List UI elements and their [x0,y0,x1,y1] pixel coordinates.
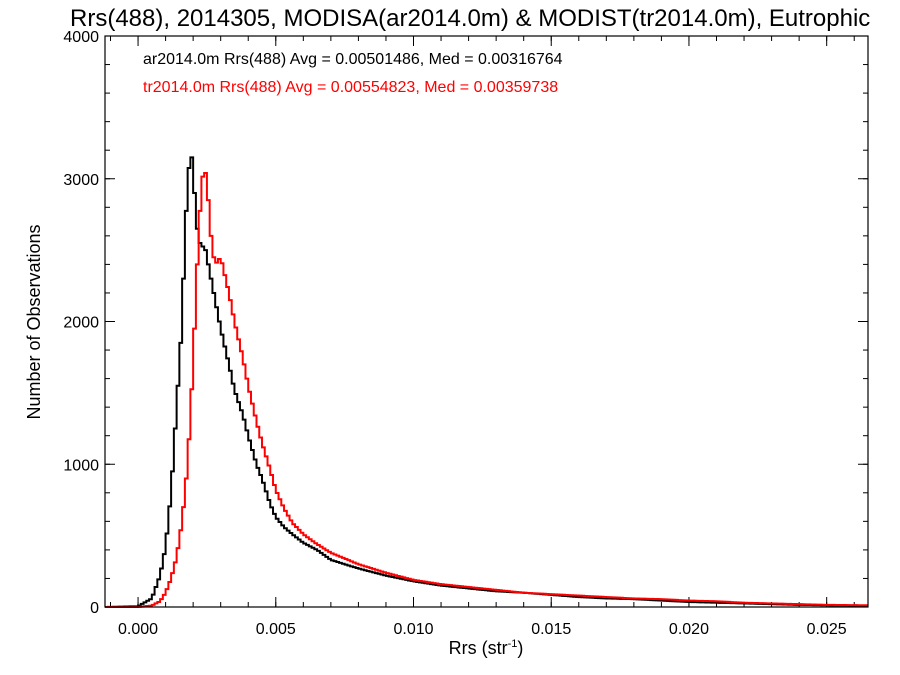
y-tick-label: 3000 [63,172,99,189]
axis-ticks: 0.000 0.005 0.010 0.015 0.020 0.025 0 1000 2000 3… [63,29,868,638]
x-axis-label-close: ) [517,638,523,658]
legend-entry-ar2014: ar2014.0m Rrs(488) Avg = 0.00501486, Med… [143,51,563,68]
x-tick-label: 0.010 [393,621,433,638]
series-group [105,156,868,608]
y-tick-label: 4000 [63,29,99,46]
x-tick-label: 0.020 [669,621,709,638]
x-axis-label-sup: -1 [508,638,518,650]
legend-entry-tr2014: tr2014.0m Rrs(488) Avg = 0.00554823, Med… [143,79,558,96]
series-line-0 [105,156,868,608]
x-axis-label: Rrs (str-1) [449,638,524,658]
x-tick-label: 0.000 [118,621,158,638]
y-tick-label: 2000 [63,315,99,332]
y-axis-label: Number of Observations [24,224,44,419]
x-tick-label: 0.025 [807,621,847,638]
y-tick-label: 1000 [63,457,99,474]
chart-title: Rrs(488), 2014305, MODISA(ar2014.0m) & M… [70,5,870,32]
x-tick-label: 0.005 [256,621,296,638]
series-line-1 [105,172,868,608]
x-axis-label-main: Rrs (str [449,638,508,658]
y-tick-label: 0 [90,600,99,617]
x-tick-label: 0.015 [531,621,571,638]
plot-frame [104,35,869,608]
